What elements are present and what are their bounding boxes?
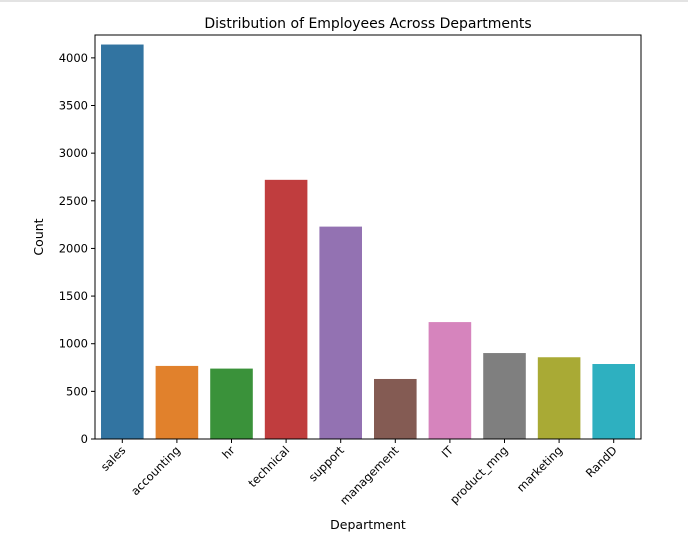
chart-title: Distribution of Employees Across Departm… [204, 16, 531, 32]
y-tick-label: 0 [81, 432, 88, 446]
x-tick-label: hr [219, 443, 238, 462]
bar-hr [210, 368, 253, 439]
x-tick-label: marketing [514, 443, 565, 494]
x-tick-label: sales [98, 443, 129, 474]
x-axis-title: Department [330, 517, 406, 532]
y-tick-label: 3500 [59, 99, 88, 113]
plot-frame [94, 34, 642, 440]
bar-accounting [155, 365, 199, 439]
y-tick-label: 1000 [59, 337, 88, 351]
bar-management [374, 378, 417, 439]
bar-marketing [537, 357, 581, 439]
bar-sales [101, 44, 144, 439]
bar-technical [264, 179, 308, 439]
x-tick-label: management [337, 443, 402, 508]
y-axis: 0 500 1000 1500 2000 2500 3000 3500 4000 [59, 51, 95, 446]
y-axis-title: Count [31, 218, 46, 255]
cell-top-border [0, 0, 688, 2]
bar-randd [592, 364, 635, 439]
y-tick-label: 2000 [59, 241, 88, 255]
y-tick-label: 2500 [59, 194, 88, 208]
x-tick-label: support [306, 443, 347, 484]
x-axis: sales accounting hr technical supportmanagem… [98, 439, 620, 508]
x-tick-label: technical [245, 443, 292, 490]
y-tick-label: 1500 [59, 289, 88, 303]
x-tick-label: product_mng [447, 443, 510, 506]
x-tick-label: RandD [583, 443, 620, 480]
x-tick-label: accounting [128, 443, 183, 498]
bar-support [319, 226, 362, 439]
bars-layer [101, 44, 635, 439]
bar-product_mng [483, 353, 526, 439]
y-tick-label: 3000 [59, 146, 88, 160]
bar-it [428, 322, 472, 439]
y-tick-label: 500 [66, 384, 88, 398]
y-tick-label: 4000 [59, 51, 88, 65]
x-tick-label: IT [439, 443, 457, 461]
